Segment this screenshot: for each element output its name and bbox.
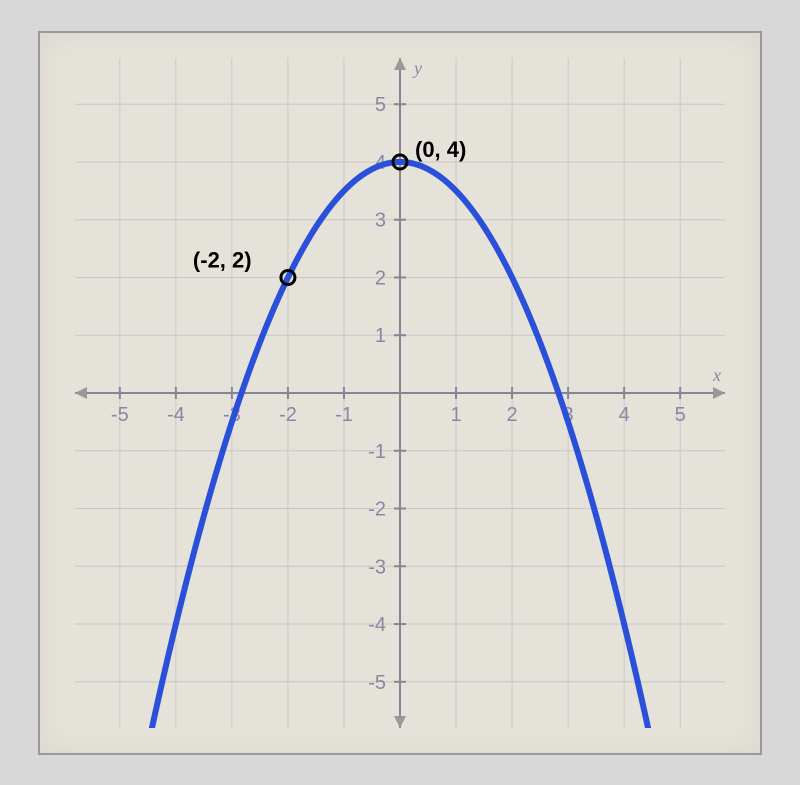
y-tick-label: 5 <box>375 94 386 116</box>
chart-frame: -5-4-3-2-112345-5-4-3-2-112345xy(0, 4)(-… <box>38 31 762 755</box>
y-axis-label: y <box>412 58 422 78</box>
x-tick-label: -2 <box>279 404 297 426</box>
x-tick-label: 4 <box>619 404 630 426</box>
y-tick-label: -5 <box>368 671 386 693</box>
y-tick-label: 1 <box>375 325 386 347</box>
x-tick-label: -4 <box>167 404 185 426</box>
x-tick-label: -5 <box>111 404 129 426</box>
x-tick-label: -1 <box>335 404 353 426</box>
y-tick-label: -3 <box>368 556 386 578</box>
x-axis-label: x <box>712 365 721 385</box>
point-label: (0, 4) <box>415 136 466 161</box>
x-tick-label: 2 <box>507 404 518 426</box>
y-tick-label: -1 <box>368 440 386 462</box>
x-tick-label: 5 <box>675 404 686 426</box>
plot-area: -5-4-3-2-112345-5-4-3-2-112345xy(0, 4)(-… <box>75 58 725 728</box>
y-tick-label: -2 <box>368 498 386 520</box>
y-tick-label: -4 <box>368 614 386 636</box>
chart-svg: -5-4-3-2-112345-5-4-3-2-112345xy(0, 4)(-… <box>75 58 725 728</box>
x-tick-label: 1 <box>450 404 461 426</box>
y-tick-label: 3 <box>375 209 386 231</box>
point-label: (-2, 2) <box>193 247 252 272</box>
y-tick-label: 2 <box>375 267 386 289</box>
